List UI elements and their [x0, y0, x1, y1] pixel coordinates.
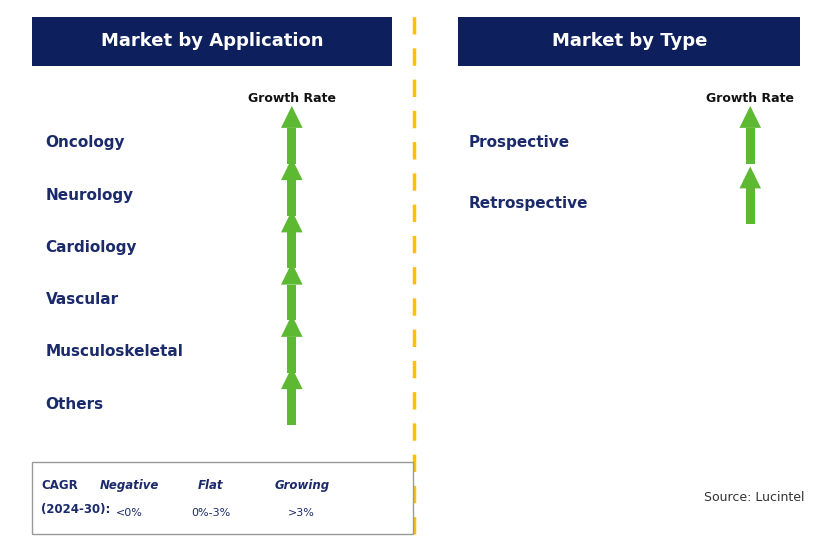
Bar: [286, 285, 296, 320]
Polygon shape: [281, 158, 302, 180]
Bar: [745, 128, 754, 164]
Polygon shape: [739, 166, 760, 188]
Text: Growing: Growing: [274, 479, 329, 492]
Text: Growth Rate: Growth Rate: [705, 92, 793, 106]
Text: <0%: <0%: [116, 508, 142, 518]
Text: Flat: Flat: [198, 479, 223, 492]
Text: Market by Application: Market by Application: [100, 32, 323, 50]
Polygon shape: [281, 210, 302, 232]
Polygon shape: [272, 484, 293, 512]
Text: Musculoskeletal: Musculoskeletal: [46, 344, 183, 360]
Text: Source: Lucintel: Source: Lucintel: [703, 491, 803, 504]
Text: >3%: >3%: [288, 508, 315, 518]
Bar: [329, 484, 337, 512]
Bar: [31, 16, 392, 66]
Text: 0%-3%: 0%-3%: [190, 508, 230, 518]
Bar: [286, 180, 296, 216]
Text: Vascular: Vascular: [46, 292, 118, 307]
Polygon shape: [323, 466, 343, 484]
Bar: [31, 462, 412, 534]
Text: Others: Others: [46, 397, 104, 412]
Text: Market by Type: Market by Type: [551, 32, 706, 50]
Text: CAGR: CAGR: [41, 479, 78, 492]
Bar: [286, 128, 296, 164]
Text: Growth Rate: Growth Rate: [248, 92, 335, 106]
Polygon shape: [739, 106, 760, 128]
Polygon shape: [281, 263, 302, 285]
Text: Cardiology: Cardiology: [46, 240, 137, 255]
Polygon shape: [281, 106, 302, 128]
Text: (2024-30):: (2024-30):: [41, 503, 111, 516]
Polygon shape: [281, 315, 302, 337]
Bar: [745, 188, 754, 224]
Text: Neurology: Neurology: [46, 188, 133, 203]
Bar: [235, 492, 272, 504]
Bar: [458, 16, 799, 66]
Text: Prospective: Prospective: [468, 135, 569, 151]
Text: Oncology: Oncology: [46, 135, 125, 151]
Bar: [286, 232, 296, 268]
Polygon shape: [281, 367, 302, 389]
Polygon shape: [151, 512, 171, 529]
Bar: [286, 389, 296, 425]
Text: Retrospective: Retrospective: [468, 196, 587, 211]
Bar: [286, 337, 296, 373]
Text: Negative: Negative: [99, 479, 159, 492]
Bar: [156, 484, 165, 512]
